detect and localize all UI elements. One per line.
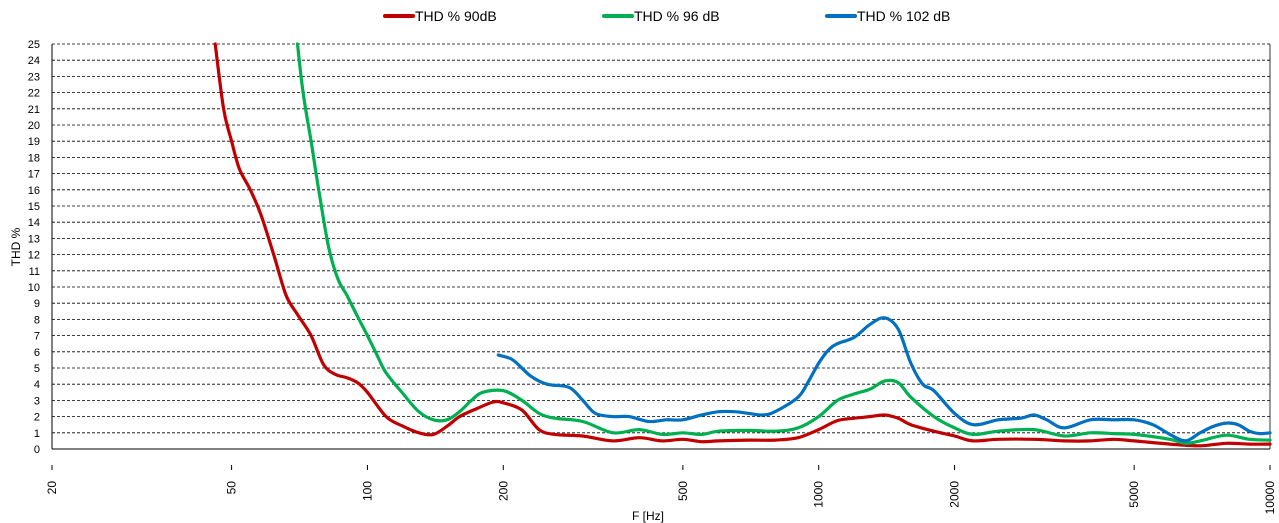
x-tick-label: 20 — [45, 481, 59, 495]
y-tick-label: 17 — [28, 169, 40, 181]
legend[interactable]: THD % 90dB THD % 96 dB THD % 102 dB — [383, 8, 950, 24]
legend-entry-2[interactable]: THD % 96 dB — [634, 8, 720, 24]
y-tick-label: 5 — [34, 363, 40, 375]
y-tick-label: 24 — [28, 55, 40, 67]
y-tick-label: 10 — [28, 282, 40, 294]
x-tick-label: 50 — [225, 481, 239, 495]
y-tick-label: 3 — [34, 395, 40, 407]
x-tick-label: 5000 — [1127, 481, 1141, 508]
y-tick-label: 23 — [28, 71, 40, 83]
y-tick-label: 18 — [28, 152, 40, 164]
x-tick-label: 10000 — [1263, 481, 1277, 515]
y-tick-label: 1 — [34, 428, 40, 440]
y-tick-label: 19 — [28, 136, 40, 148]
x-tick-label: 100 — [360, 481, 374, 501]
y-tick-label: 9 — [34, 298, 40, 310]
y-tick-label: 7 — [34, 331, 40, 343]
x-tick-label: 2000 — [948, 481, 962, 508]
series-line-3 — [496, 316, 1272, 443]
x-tick-label: 1000 — [812, 481, 826, 508]
x-axis-label: F [Hz] — [632, 509, 664, 523]
y-tick-label: 11 — [29, 266, 40, 278]
y-tick-label: 8 — [34, 314, 40, 326]
y-axis-label: THD % — [9, 227, 23, 266]
x-tick-labels: 20 50 100 200 500 1000 2000 5000 10000 — [45, 481, 1277, 515]
grid-lines — [52, 43, 1270, 434]
x-tick-label: 500 — [676, 481, 690, 501]
y-tick-labels: 0123456789101112131415161718192021222324… — [28, 39, 40, 456]
y-tick-label: 2 — [34, 412, 40, 424]
data-series — [213, 42, 1272, 448]
y-tick-label: 20 — [28, 120, 40, 132]
y-tick-label: 4 — [34, 379, 40, 391]
series-line-2 — [295, 42, 1272, 445]
chart-axes — [51, 44, 1271, 470]
y-tick-label: 0 — [34, 444, 40, 456]
legend-entry-3[interactable]: THD % 102 dB — [857, 8, 950, 24]
legend-entry-1[interactable]: THD % 90dB — [415, 8, 497, 24]
y-tick-label: 16 — [28, 185, 40, 197]
y-tick-label: 6 — [34, 347, 40, 359]
y-tick-label: 15 — [28, 201, 40, 213]
series-line-1 — [213, 42, 1272, 448]
y-tick-label: 22 — [28, 88, 40, 100]
y-tick-label: 14 — [28, 217, 40, 229]
y-tick-label: 25 — [28, 39, 40, 51]
x-tick-label: 200 — [496, 481, 510, 501]
y-tick-label: 21 — [28, 104, 40, 116]
y-tick-label: 13 — [28, 233, 40, 245]
y-tick-label: 12 — [28, 250, 40, 262]
